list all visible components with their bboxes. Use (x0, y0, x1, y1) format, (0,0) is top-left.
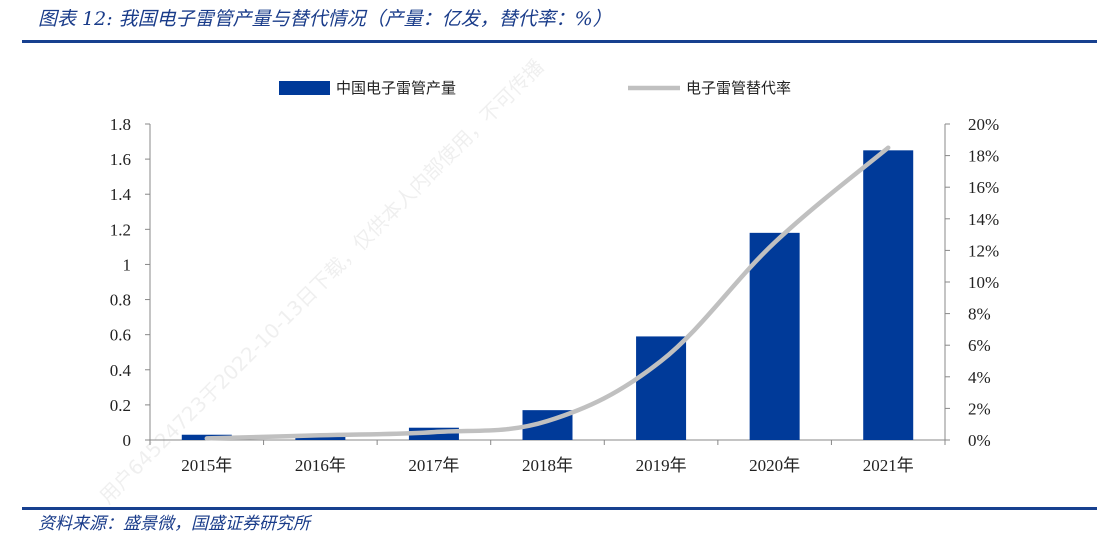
bottom-rule (22, 507, 1097, 510)
bar (863, 150, 914, 441)
left-axis-tick-label: 0.2 (110, 396, 131, 415)
figure-title: 图表 12: 我国电子雷管产量与替代情况（产量：亿发，替代率：%） (38, 8, 612, 30)
axes: 0 0.2 0.4 0.6 0.8 1 1.2 1.4 1.6 1.8 0% 2% 4% 6% 8% 10% 1… (110, 115, 999, 475)
left-axis-tick-label: 0.8 (110, 291, 131, 310)
left-axis-tick-label: 1.4 (110, 185, 132, 204)
left-axis-tick-label: 1.6 (110, 150, 131, 169)
top-rule (22, 40, 1097, 43)
legend-swatch-bar (279, 81, 330, 95)
x-axis-tick-label: 2021年 (863, 456, 914, 475)
legend: 中国电子雷管产量 电子雷管替代率 (279, 79, 791, 97)
x-axis-tick-label: 2020年 (749, 456, 800, 475)
left-axis-tick-label: 0.6 (110, 326, 131, 345)
left-axis-tick-label: 1 (123, 255, 132, 274)
line-series (204, 145, 891, 441)
left-axis-tick-label: 1.8 (110, 115, 131, 134)
right-axis-tick-label: 14% (968, 210, 999, 229)
left-axis-tick-label: 0 (123, 431, 132, 450)
bar (636, 336, 687, 440)
left-axis-tick-label: 0.4 (110, 361, 132, 380)
right-axis-tick-label: 2% (968, 399, 991, 418)
x-axis-tick-label: 2018年 (522, 456, 573, 475)
legend-label-line: 电子雷管替代率 (686, 79, 791, 97)
right-axis-tick-label: 12% (968, 241, 999, 260)
legend-label-bar: 中国电子雷管产量 (336, 79, 456, 97)
bars (181, 150, 914, 441)
x-axis-tick-label: 2017年 (408, 456, 459, 475)
x-axis-tick-label: 2019年 (636, 456, 687, 475)
right-axis-tick-label: 16% (968, 178, 999, 197)
bar (749, 232, 800, 440)
source-note: 资料来源：盛景微，国盛证券研究所 (38, 514, 310, 534)
right-axis-tick-label: 8% (968, 305, 991, 324)
x-axis-tick-label: 2015年 (181, 456, 232, 475)
x-axis-tick-label: 2016年 (295, 456, 346, 475)
right-axis-tick-label: 20% (968, 115, 999, 134)
right-axis-tick-label: 4% (968, 368, 991, 387)
right-axis-tick-label: 10% (968, 273, 999, 292)
line-path (204, 145, 891, 441)
right-axis-tick-label: 18% (968, 147, 999, 166)
right-axis-tick-label: 6% (968, 336, 991, 355)
left-axis-tick-label: 1.2 (110, 220, 131, 239)
right-axis-tick-label: 0% (968, 431, 991, 450)
